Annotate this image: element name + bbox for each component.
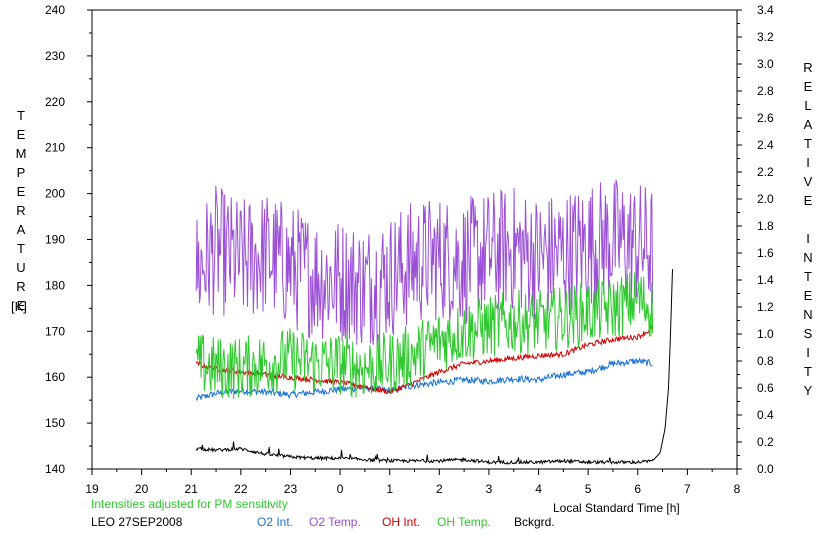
axis-label-letter: R (803, 60, 813, 75)
y2-tick-label: 2.6 (757, 111, 774, 125)
x-tick-label: 7 (684, 482, 691, 496)
legend-o2-int: O2 Int. (257, 515, 294, 529)
x-tick-label: 6 (634, 482, 641, 496)
y-tick-label: 210 (45, 141, 65, 155)
y2-tick-label: 1.0 (757, 327, 774, 341)
y-tick-label: 160 (45, 370, 65, 384)
legend-background: Bckgrd. (514, 515, 555, 529)
x-tick-label: 8 (734, 482, 741, 496)
axis-label-letter: M (15, 146, 27, 161)
axis-label-letter: L (804, 98, 812, 113)
axis-label-letter: E (803, 288, 813, 303)
legend-o2-temp: O2 Temp. (309, 515, 361, 529)
y2-tick-label: 1.8 (757, 219, 774, 233)
x-tick-label: 4 (535, 482, 542, 496)
axis-label-letter: U (16, 260, 26, 275)
y2-tick-label: 0.0 (757, 462, 774, 476)
plot-frame (91, 9, 738, 470)
axis-label-letter: I (806, 231, 810, 246)
axis-label-letter: P (16, 165, 26, 180)
y2-tick-label: 0.2 (757, 435, 774, 449)
axis-label-letter: A (803, 117, 813, 132)
station-date: LEO 27SEP2008 (91, 515, 183, 529)
y2-tick-label: 0.8 (757, 354, 774, 368)
axis-label-letter: N (803, 250, 813, 265)
series-line-bckgrd- (195, 269, 673, 466)
axis-label-letter (801, 210, 815, 229)
axis-label-letter: E (803, 193, 813, 208)
axis-label-letter: I (806, 345, 810, 360)
axis-label-letter: V (803, 174, 813, 189)
axis-label-letter: Y (803, 383, 813, 398)
x-tick-label: 2 (436, 482, 443, 496)
y-tick-label: 220 (45, 95, 65, 109)
axis-label-letter: S (803, 326, 813, 341)
y2-tick-label: 0.6 (757, 381, 774, 395)
series-line-o2-int- (195, 357, 653, 402)
legend-oh-int: OH Int. (382, 515, 421, 529)
series-line-oh-temp- (195, 272, 654, 400)
y-tick-label: 230 (45, 49, 65, 63)
y-tick-label: 140 (45, 462, 65, 476)
y2-tick-label: 2.2 (757, 165, 774, 179)
x-tick-label: 0 (337, 482, 344, 496)
axis-label-letter: R (16, 279, 26, 294)
sensitivity-note: Intensities adjusted for PM sensitivity (91, 497, 288, 511)
axis-label-letter: N (803, 307, 813, 322)
axis-label-letter: A (16, 222, 26, 237)
axis-label-letter: E (16, 298, 26, 313)
x-tick-label: 3 (486, 482, 493, 496)
x-tick-label: 22 (234, 482, 248, 496)
axis-label-letter: T (804, 364, 812, 379)
x-tick-label: 21 (185, 482, 199, 496)
axis-label-letter: T (804, 136, 812, 151)
y2-tick-label: 2.4 (757, 138, 774, 152)
x-tick-label: 20 (135, 482, 149, 496)
y2-tick-label: 3.0 (757, 57, 774, 71)
legend-oh-temp: OH Temp. (437, 515, 491, 529)
y-tick-label: 190 (45, 233, 65, 247)
y2-tick-label: 3.4 (757, 3, 774, 17)
y-tick-label: 240 (45, 3, 65, 17)
axis-label-letter: I (806, 155, 810, 170)
y2-tick-label: 0.4 (757, 408, 774, 422)
axis-label-letter: E (16, 127, 26, 142)
y2-tick-label: 3.2 (757, 30, 774, 44)
y2-tick-label: 1.2 (757, 300, 774, 314)
y-tick-label: 150 (45, 416, 65, 430)
y2-tick-label: 1.4 (757, 273, 774, 287)
x-tick-label: 5 (585, 482, 592, 496)
y-tick-label: 200 (45, 187, 65, 201)
x-tick-label: 1 (386, 482, 393, 496)
axis-label-letter: R (16, 203, 26, 218)
axis-label-letter: E (803, 79, 813, 94)
x-tick-label: 19 (85, 482, 99, 496)
y2-tick-label: 1.6 (757, 246, 774, 260)
y-tick-label: 170 (45, 324, 65, 338)
axis-label-letter: T (17, 108, 25, 123)
x-tick-label: 23 (284, 482, 298, 496)
axis-label-letter: T (17, 241, 25, 256)
y2-tick-label: 2.0 (757, 192, 774, 206)
x-axis-label: Local Standard Time [h] (553, 501, 680, 515)
axis-label-letter: E (16, 184, 26, 199)
y-tick-label: 180 (45, 278, 65, 292)
y-axis-unit: [K] (11, 299, 27, 314)
y2-tick-label: 2.8 (757, 84, 774, 98)
series-line-o2-temp- (195, 179, 654, 346)
axis-label-letter: T (804, 269, 812, 284)
